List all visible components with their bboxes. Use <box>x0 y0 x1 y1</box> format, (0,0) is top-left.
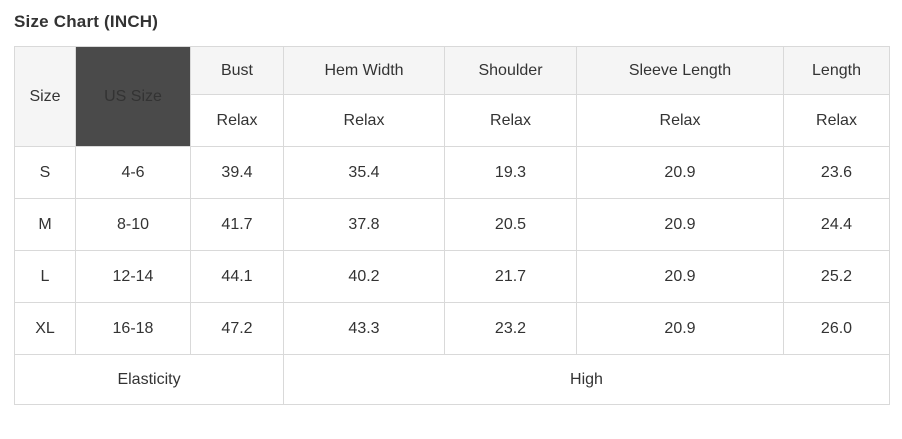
cell-bust: 47.2 <box>190 302 284 355</box>
page-title: Size Chart (INCH) <box>14 12 159 31</box>
cell-shoulder: 23.2 <box>444 302 577 355</box>
table-row-l: L 12-14 44.1 40.2 21.7 20.9 25.2 <box>14 250 890 303</box>
cell-sleeve-length: 20.9 <box>576 250 784 303</box>
subheader-relax-shoulder: Relax <box>444 94 577 147</box>
header-row: Size US Size Bust Hem Width Shoulder Sle… <box>14 46 890 147</box>
cell-bust: 41.7 <box>190 198 284 251</box>
cell-size: M <box>14 198 76 251</box>
table-row-m: M 8-10 41.7 37.8 20.5 20.9 24.4 <box>14 198 890 251</box>
cell-us-size: 12-14 <box>75 250 191 303</box>
cell-us-size: 8-10 <box>75 198 191 251</box>
cell-size: XL <box>14 302 76 355</box>
cell-sleeve-length: 20.9 <box>576 302 784 355</box>
cell-shoulder: 20.5 <box>444 198 577 251</box>
cell-hem-width: 37.8 <box>283 198 445 251</box>
cell-length: 23.6 <box>783 146 890 199</box>
cell-bust: 39.4 <box>190 146 284 199</box>
cell-hem-width: 35.4 <box>283 146 445 199</box>
subheader-relax-bust: Relax <box>190 94 284 147</box>
col-header-shoulder: Shoulder <box>444 46 577 95</box>
table-row-xl: XL 16-18 47.2 43.3 23.2 20.9 26.0 <box>14 302 890 355</box>
col-header-sleeve-length: Sleeve Length <box>576 46 784 95</box>
cell-length: 25.2 <box>783 250 890 303</box>
cell-hem-width: 40.2 <box>283 250 445 303</box>
cell-length: 26.0 <box>783 302 890 355</box>
subheader-relax-hem-width: Relax <box>283 94 445 147</box>
cell-shoulder: 19.3 <box>444 146 577 199</box>
col-header-us-size: US Size <box>75 46 191 147</box>
size-chart-table: Size US Size Bust Hem Width Shoulder Sle… <box>14 46 890 405</box>
fit-subheader-row: Relax Relax Relax Relax Relax <box>15 94 890 147</box>
subheader-relax-sleeve-length: Relax <box>576 94 784 147</box>
cell-size: S <box>14 146 76 199</box>
cell-us-size: 16-18 <box>75 302 191 355</box>
cell-length: 24.4 <box>783 198 890 251</box>
cell-size: L <box>14 250 76 303</box>
table-row-s: S 4-6 39.4 35.4 19.3 20.9 23.6 <box>14 146 890 199</box>
col-header-length: Length <box>783 46 890 95</box>
cell-bust: 44.1 <box>190 250 284 303</box>
elasticity-row: Elasticity High <box>14 354 890 405</box>
col-header-bust: Bust <box>190 46 284 95</box>
cell-hem-width: 43.3 <box>283 302 445 355</box>
cell-shoulder: 21.7 <box>444 250 577 303</box>
cell-us-size: 4-6 <box>75 146 191 199</box>
col-header-hem-width: Hem Width <box>283 46 445 95</box>
col-header-size: Size <box>14 46 76 147</box>
elasticity-label: Elasticity <box>14 354 284 405</box>
subheader-relax-length: Relax <box>783 94 890 147</box>
cell-sleeve-length: 20.9 <box>576 146 784 199</box>
cell-sleeve-length: 20.9 <box>576 198 784 251</box>
elasticity-value: High <box>283 354 890 405</box>
